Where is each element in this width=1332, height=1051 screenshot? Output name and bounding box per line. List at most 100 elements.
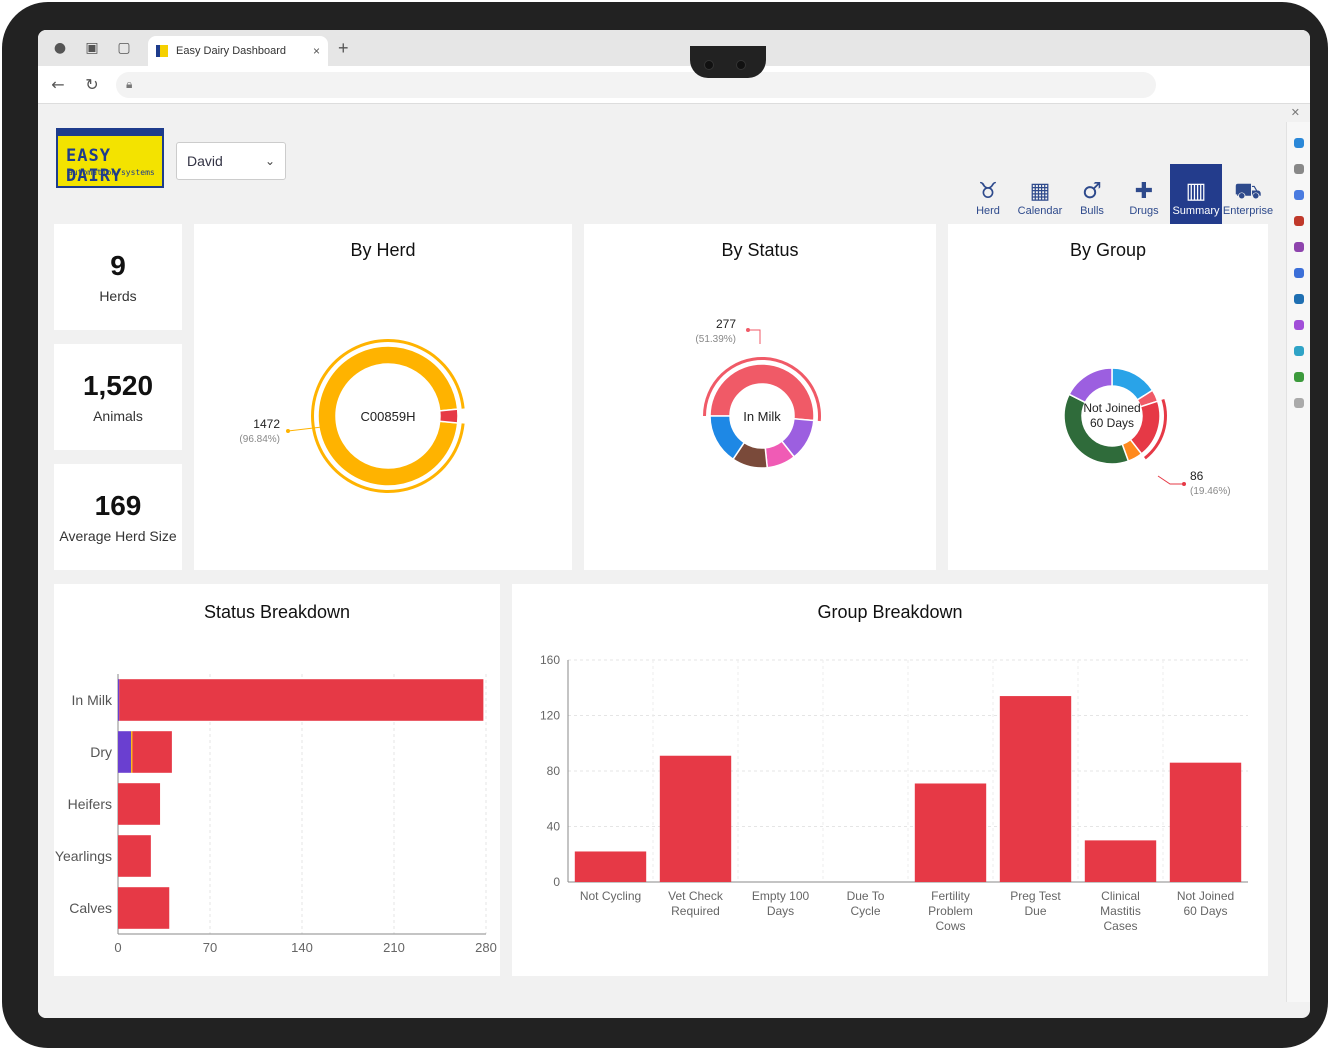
profile-icon[interactable]: ●	[53, 40, 67, 56]
refresh-icon[interactable]: ↻	[85, 75, 99, 94]
by-group-callout-pct: (19.46%)	[1190, 486, 1231, 497]
status-breakdown-title: Status Breakdown	[203, 602, 351, 622]
by-herd-card: By Herd C00859H 1472 (96.84%)	[194, 224, 572, 570]
by-group-callout-line	[1157, 475, 1184, 485]
new-tab-icon[interactable]: +	[338, 37, 349, 58]
by-herd-slice[interactable]	[438, 408, 459, 424]
browser-tabbar: ● ▣ ▢ Easy Dairy Dashboard × +	[38, 30, 1310, 66]
by-status-title: By Status	[721, 240, 799, 260]
tools-icon[interactable]	[1293, 216, 1304, 226]
logo-subtitle: automation systems	[68, 168, 155, 177]
by-status-callout-line	[748, 329, 761, 344]
group-bar[interactable]	[659, 755, 732, 882]
browser-tab[interactable]: Easy Dairy Dashboard ×	[148, 36, 328, 66]
outlook-icon[interactable]	[1293, 294, 1304, 304]
games-icon[interactable]	[1293, 242, 1304, 252]
by-herd-callout-value: 1472	[253, 417, 280, 431]
y-tick-label: 120	[540, 709, 560, 723]
group-bar[interactable]	[1084, 840, 1157, 882]
y-tick-label: 0	[553, 875, 560, 889]
cattle-icon: ⛟	[1234, 179, 1262, 204]
group-bar[interactable]	[1169, 762, 1242, 882]
by-status-center-label: In Milk	[743, 409, 781, 424]
by-group-callout-value: 86	[1190, 469, 1204, 483]
x-tick-label: Fertility	[931, 889, 970, 903]
nav-summary[interactable]: ▥ Summary	[1170, 164, 1222, 232]
x-tick-label: 140	[291, 940, 313, 955]
nav-enterprise-label: Enterprise	[1222, 205, 1274, 217]
send-icon[interactable]	[1293, 346, 1304, 356]
close-window-icon[interactable]: ✕	[1290, 106, 1300, 119]
tab-close-icon[interactable]: ×	[312, 44, 320, 58]
nav-herd[interactable]: ♉ Herd	[962, 164, 1014, 232]
back-icon[interactable]: ←	[51, 75, 65, 94]
status-breakdown-card: Status Breakdown 0 70 140 210 280 In Milk Dry H…	[54, 584, 500, 976]
favicon-icon	[156, 45, 168, 57]
nav-calendar-label: Calendar	[1017, 205, 1063, 217]
herd-select[interactable]: David ⌄	[176, 142, 286, 180]
copilot-icon[interactable]	[1293, 138, 1304, 148]
y-tick-label: Calves	[69, 900, 112, 916]
add-icon[interactable]	[1293, 398, 1304, 408]
shopping-icon[interactable]	[1293, 190, 1304, 200]
x-tick-label: Problem	[928, 904, 973, 918]
status-bar[interactable]	[132, 731, 172, 773]
by-herd-title: By Herd	[350, 240, 416, 260]
status-bar[interactable]	[118, 731, 132, 773]
group-bar[interactable]	[914, 783, 987, 882]
by-status-slice[interactable]	[709, 363, 815, 422]
x-tick-label: Clinical	[1101, 889, 1140, 903]
nav-calendar[interactable]: ▦ Calendar	[1014, 164, 1066, 232]
collections-icon[interactable]: ▣	[85, 40, 99, 56]
status-bar[interactable]	[118, 835, 151, 877]
x-tick-label: 0	[114, 940, 121, 955]
y-tick-label: 80	[547, 764, 561, 778]
kpi-label: Average Herd Size	[59, 528, 177, 544]
herd-select-value: David	[187, 153, 223, 169]
x-tick-label: Cases	[1103, 919, 1137, 933]
status-breakdown-chart: 0 70 140 210 280 In Milk Dry Heifers Yearlings Ca…	[55, 674, 497, 955]
tab-title: Easy Dairy Dashboard	[176, 45, 287, 57]
search-icon[interactable]	[1293, 164, 1304, 174]
by-group-slice[interactable]	[1068, 367, 1113, 404]
by-status-callout-value: 277	[716, 317, 736, 331]
by-status-callout-pct: (51.39%)	[695, 334, 736, 345]
status-bar[interactable]	[119, 679, 484, 721]
medicine-icon: ✚	[1134, 179, 1154, 204]
x-tick-label: 210	[383, 940, 405, 955]
x-tick-label: Due To	[847, 889, 885, 903]
kpi-value: 169	[94, 490, 142, 521]
by-group-card: By Group Not Joined 60 Days 86 (19.46%)	[948, 224, 1268, 570]
male-icon: ♂	[1082, 179, 1102, 204]
y-tick-label: 40	[547, 820, 561, 834]
x-tick-label: 280	[475, 940, 497, 955]
x-tick-label: Due	[1024, 904, 1046, 918]
by-status-slice[interactable]	[709, 415, 746, 461]
status-bar[interactable]	[131, 731, 133, 773]
tree-icon[interactable]	[1293, 372, 1304, 382]
group-bar[interactable]	[999, 696, 1072, 882]
url-field[interactable]: 🔒︎	[116, 71, 1156, 98]
status-bar[interactable]	[118, 887, 170, 929]
status-bar[interactable]	[118, 679, 120, 721]
x-tick-label: 60 Days	[1183, 904, 1227, 918]
y-tick-label: Dry	[90, 744, 112, 760]
nav-enterprise[interactable]: ⛟ Enterprise	[1222, 164, 1274, 232]
by-group-donut: Not Joined 60 Days 86 (19.46%)	[1063, 367, 1231, 497]
lock-icon: 🔒︎	[126, 77, 133, 91]
calendar-icon: ▦	[1029, 179, 1051, 204]
by-group-callout-dot	[1182, 482, 1186, 486]
tab-actions-icon[interactable]: ▢	[117, 40, 131, 56]
nav-bulls[interactable]: ♂ Bulls	[1066, 164, 1118, 232]
address-bar: ← ↻ 🔒︎	[38, 66, 1310, 104]
nav-drugs[interactable]: ✚ Drugs	[1118, 164, 1170, 232]
designer-icon[interactable]	[1293, 320, 1304, 330]
group-bar[interactable]	[574, 851, 647, 882]
dashboard: EASY DAIRY automation systems David ⌄ ♉ …	[38, 104, 1284, 1018]
status-bar[interactable]	[118, 783, 161, 825]
by-herd-slice[interactable]	[317, 345, 459, 487]
bar-chart-icon: ▥	[1185, 179, 1207, 204]
nav-summary-label: Summary	[1172, 205, 1220, 217]
office-icon[interactable]	[1293, 268, 1304, 278]
